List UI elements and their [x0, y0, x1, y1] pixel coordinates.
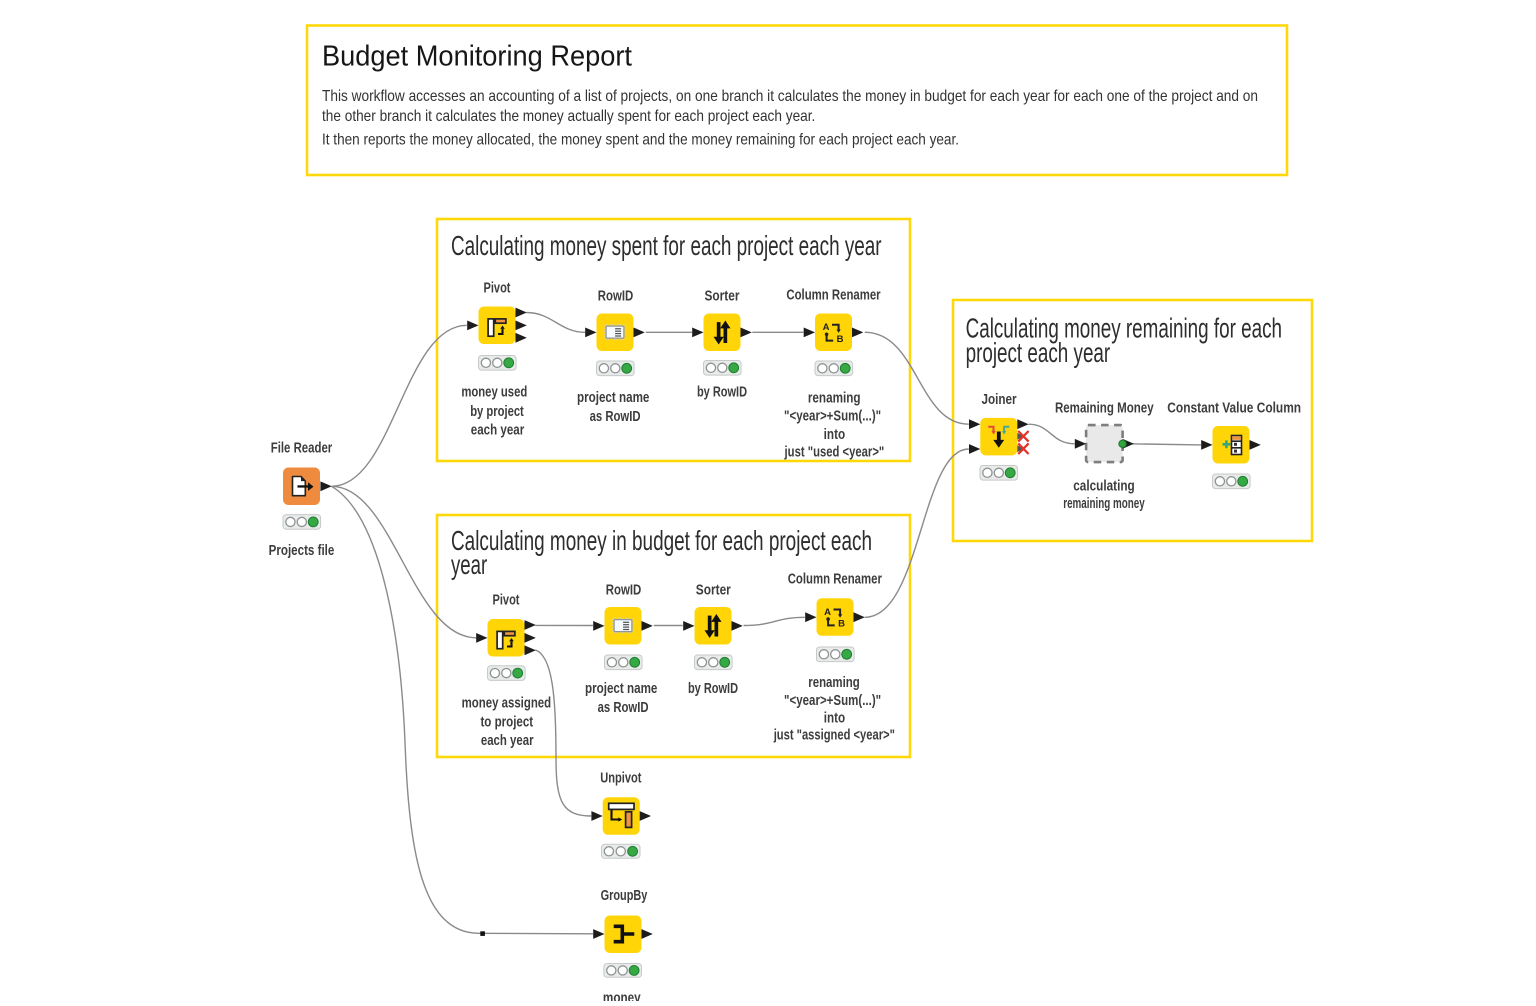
svg-text:It then reports the money allo: It then reports the money allocated, the…	[322, 132, 959, 149]
svg-text:Pivot: Pivot	[484, 281, 511, 297]
svg-text:B: B	[837, 334, 844, 345]
svg-text:"<year>+Sum(...)": "<year>+Sum(...)"	[784, 409, 881, 425]
svg-text:Constant Value Column: Constant Value Column	[1167, 400, 1301, 416]
svg-text:"<year>+Sum(...)": "<year>+Sum(...)"	[784, 693, 881, 709]
svg-text:as RowID: as RowID	[598, 700, 649, 716]
svg-text:Sorter: Sorter	[696, 582, 731, 598]
svg-text:money used: money used	[461, 384, 527, 400]
svg-text:renaming: renaming	[808, 391, 861, 407]
svg-text:Calculating money remaining fo: Calculating money remaining for each	[966, 313, 1282, 344]
svg-text:the other branch it calculates: the other branch it calculates the money…	[322, 108, 815, 125]
svg-text:Calculating money spent for ea: Calculating money spent for each project…	[451, 230, 882, 261]
svg-text:by project: by project	[470, 404, 524, 420]
svg-text:year: year	[451, 549, 487, 580]
svg-text:by RowID: by RowID	[688, 681, 738, 697]
svg-text:just "used <year>": just "used <year>"	[784, 445, 884, 461]
svg-text:each year: each year	[471, 422, 525, 438]
svg-text:as RowID: as RowID	[590, 409, 641, 425]
svg-text:Remaining Money: Remaining Money	[1055, 401, 1154, 417]
svg-text:File Reader: File Reader	[271, 441, 333, 457]
svg-text:Budget Monitoring Report: Budget Monitoring Report	[322, 41, 632, 73]
svg-text:by RowID: by RowID	[697, 384, 747, 400]
svg-text:calculating: calculating	[1073, 478, 1135, 494]
svg-text:Joiner: Joiner	[981, 392, 1016, 408]
svg-text:project name: project name	[577, 390, 649, 406]
svg-text:GroupBy: GroupBy	[601, 888, 648, 904]
svg-text:Pivot: Pivot	[493, 592, 520, 608]
svg-text:renaming: renaming	[808, 675, 860, 691]
svg-text:project name: project name	[585, 681, 657, 697]
svg-text:RowID: RowID	[598, 289, 634, 305]
svg-text:money assigned: money assigned	[462, 695, 552, 711]
svg-text:Column Renamer: Column Renamer	[786, 288, 881, 304]
svg-text:A: A	[824, 607, 831, 618]
svg-text:RowID: RowID	[606, 582, 642, 598]
svg-text:project each year: project each year	[966, 337, 1111, 368]
svg-text:Sorter: Sorter	[705, 289, 740, 305]
svg-text:each year: each year	[481, 733, 534, 749]
svg-text:to project: to project	[480, 714, 533, 730]
svg-text:This workflow accesses an acco: This workflow accesses an accounting of …	[322, 88, 1258, 105]
svg-text:money: money	[603, 991, 641, 1001]
svg-text:remaining money: remaining money	[1063, 496, 1145, 512]
svg-text:Unpivot: Unpivot	[600, 770, 641, 786]
svg-text:Column Renamer: Column Renamer	[788, 572, 883, 588]
svg-text:into: into	[824, 427, 846, 443]
svg-text:just "assigned <year>": just "assigned <year>"	[773, 728, 895, 744]
svg-text:A: A	[823, 322, 830, 333]
svg-text:Calculating money in budget fo: Calculating money in budget for each pro…	[451, 525, 872, 556]
svg-text:B: B	[838, 619, 845, 630]
svg-text:Projects file: Projects file	[269, 543, 335, 559]
svg-text:into: into	[824, 710, 846, 726]
